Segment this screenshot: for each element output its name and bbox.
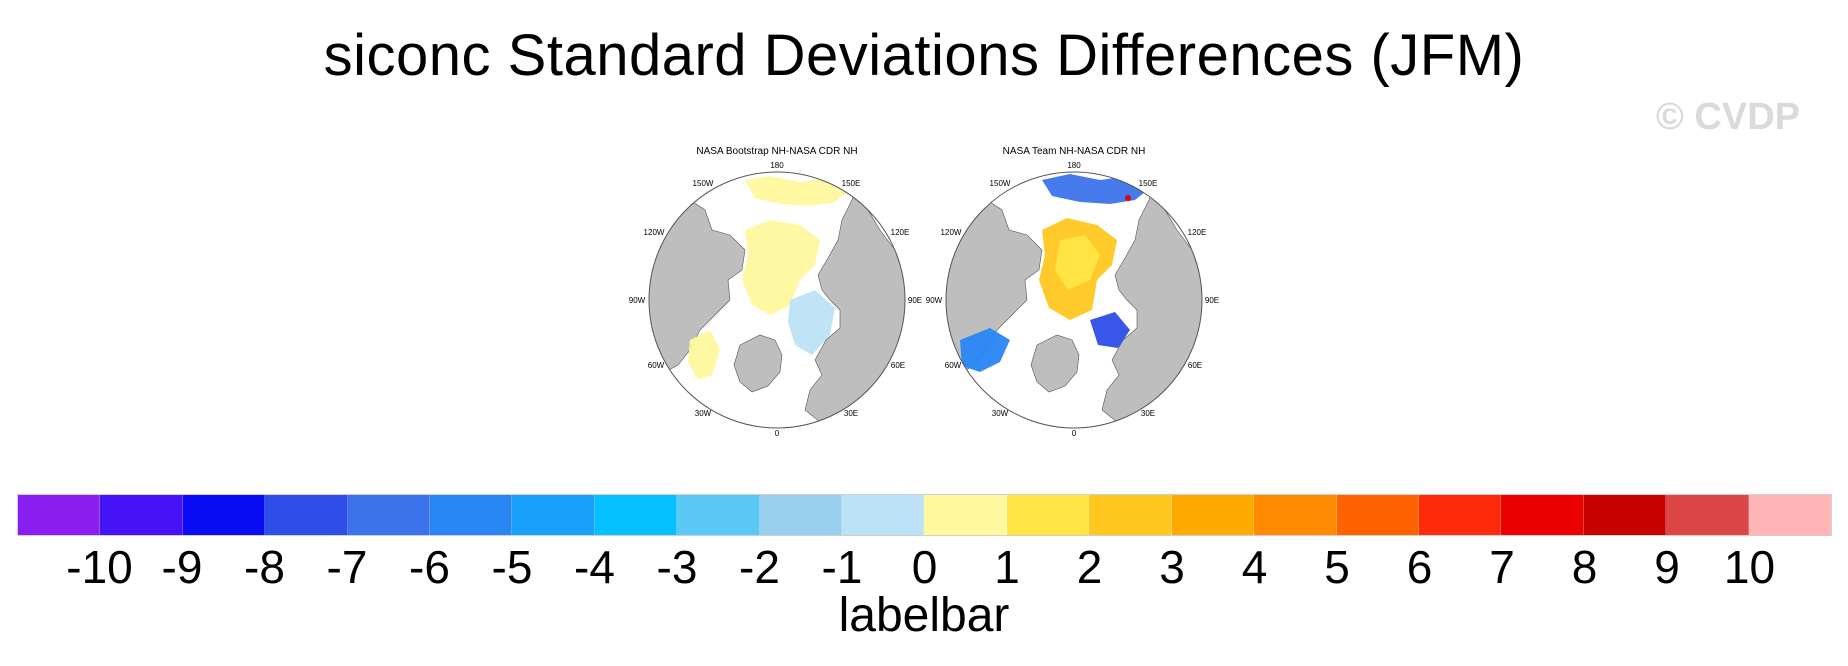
anomaly-positive-light bbox=[1055, 235, 1100, 290]
lon-label-60e: 60E bbox=[891, 361, 905, 370]
labelbar-tick-label: -3 bbox=[656, 541, 698, 593]
labelbar-tick-label: -8 bbox=[244, 541, 285, 593]
labelbar-tick-label: -4 bbox=[574, 541, 615, 593]
labelbar-swatch bbox=[759, 495, 843, 535]
lon-label-150e: 150E bbox=[1139, 179, 1158, 188]
lon-label-180: 180 bbox=[1067, 161, 1081, 170]
labelbar-tick-label: -9 bbox=[161, 541, 203, 593]
anomaly-positive bbox=[742, 220, 820, 315]
lon-label-90w: 90W bbox=[926, 296, 943, 305]
labelbar-tick-label: 6 bbox=[1406, 541, 1433, 593]
cvdp-watermark: © CVDP bbox=[1655, 96, 1800, 138]
labelbar-swatch bbox=[1254, 495, 1337, 535]
labelbar-tick-label: 8 bbox=[1571, 541, 1598, 593]
labelbar-tick-label: 7 bbox=[1489, 541, 1515, 593]
labelbar-swatch bbox=[594, 495, 678, 535]
labelbar-swatch bbox=[347, 495, 431, 535]
lon-label-0: 0 bbox=[1072, 429, 1077, 438]
anomaly-max bbox=[1125, 195, 1131, 201]
lon-label-120w: 120W bbox=[941, 228, 962, 237]
lon-label-90e: 90E bbox=[908, 296, 922, 305]
labelbar-swatch bbox=[1336, 495, 1419, 535]
labelbar-swatch bbox=[512, 495, 595, 535]
labelbar-swatch bbox=[100, 495, 183, 535]
labelbar-swatch bbox=[1501, 495, 1584, 535]
labelbar-swatch bbox=[18, 495, 101, 535]
labelbar-tick-label: 9 bbox=[1654, 541, 1680, 593]
labelbar-swatch bbox=[265, 495, 348, 535]
labelbar-swatch bbox=[677, 495, 760, 535]
labelbar-swatch bbox=[842, 495, 925, 535]
anomaly-positive-pacific bbox=[745, 176, 850, 206]
lon-label-150w: 150W bbox=[693, 179, 714, 188]
labelbar-swatch bbox=[430, 495, 513, 535]
labelbar-tick-label: 1 bbox=[994, 541, 1020, 593]
labelbar-tick-label: -2 bbox=[739, 541, 780, 593]
labelbar-tick-label: -1 bbox=[821, 541, 863, 593]
panel-title: NASA Bootstrap NH-NASA CDR NH bbox=[696, 146, 857, 157]
labelbar-tick-label: -7 bbox=[326, 541, 368, 593]
labelbar-tick-label: 0 bbox=[911, 541, 938, 593]
figure-title: siconc Standard Deviations Differences (… bbox=[323, 23, 1525, 88]
labelbar-swatch bbox=[1089, 495, 1172, 535]
anomaly-negative bbox=[788, 290, 835, 355]
land-north-america bbox=[649, 199, 746, 373]
lon-label-90e: 90E bbox=[1205, 296, 1219, 305]
lon-label-120e: 120E bbox=[891, 228, 910, 237]
map-panel-team: NASA Team NH-NASA CDR NH 180 150E 120E 9… bbox=[926, 146, 1219, 438]
lon-label-0: 0 bbox=[775, 429, 780, 438]
labelbar-tick-label: 3 bbox=[1159, 541, 1185, 593]
labelbar-swatch bbox=[1418, 495, 1502, 535]
labelbar-swatch bbox=[924, 495, 1007, 535]
labelbar-swatch bbox=[1666, 495, 1749, 535]
lon-label-180: 180 bbox=[770, 161, 784, 170]
labelbar-tick-label: 10 bbox=[1723, 541, 1776, 593]
labelbar-tick-label: 2 bbox=[1076, 541, 1103, 593]
labelbar-tick-label: -5 bbox=[491, 541, 533, 593]
labelbar-tick-label: 4 bbox=[1241, 541, 1268, 593]
labelbar-tick-label: -6 bbox=[409, 541, 450, 593]
lon-label-90w: 90W bbox=[629, 296, 646, 305]
lon-label-150e: 150E bbox=[842, 179, 861, 188]
labelbar bbox=[17, 494, 1832, 536]
labelbar-swatch bbox=[1006, 495, 1090, 535]
labelbar-tick-label: -10 bbox=[66, 541, 133, 593]
lon-label-60w: 60W bbox=[945, 361, 962, 370]
land-greenland bbox=[1030, 334, 1080, 393]
labelbar-swatch bbox=[1583, 495, 1667, 535]
land-greenland bbox=[733, 334, 783, 393]
lon-label-30e: 30E bbox=[1141, 409, 1155, 418]
lon-label-30w: 30W bbox=[992, 409, 1009, 418]
lon-label-120e: 120E bbox=[1188, 228, 1207, 237]
lon-label-30w: 30W bbox=[695, 409, 712, 418]
polar-maps: NASA Bootstrap NH-NASA CDR NH 180 150E 1… bbox=[629, 146, 1219, 438]
anomaly-negative-barents bbox=[1090, 312, 1130, 348]
labelbar-swatch bbox=[1171, 495, 1255, 535]
labelbar-tick-label: 5 bbox=[1324, 541, 1350, 593]
labelbar-ticks: -10 -9 -8 -7 -6 -5 -4 -3 -2 -1 0 1 2 3 4 5 6 7 8 9 10 bbox=[0, 540, 1848, 596]
anomaly-positive-atlantic bbox=[688, 330, 720, 380]
map-panel-bootstrap: NASA Bootstrap NH-NASA CDR NH 180 150E 1… bbox=[629, 146, 922, 438]
lon-label-60w: 60W bbox=[648, 361, 665, 370]
lon-label-30e: 30E bbox=[844, 409, 858, 418]
labelbar-title: labelbar bbox=[838, 589, 1010, 642]
lon-label-150w: 150W bbox=[990, 179, 1011, 188]
lon-label-60e: 60E bbox=[1188, 361, 1202, 370]
land-north-america bbox=[946, 199, 1043, 373]
panel-title: NASA Team NH-NASA CDR NH bbox=[1003, 146, 1146, 157]
labelbar-swatch bbox=[1748, 495, 1831, 535]
anomaly-negative-atlantic bbox=[960, 328, 1010, 372]
lon-label-120w: 120W bbox=[644, 228, 665, 237]
labelbar-swatch bbox=[182, 495, 266, 535]
